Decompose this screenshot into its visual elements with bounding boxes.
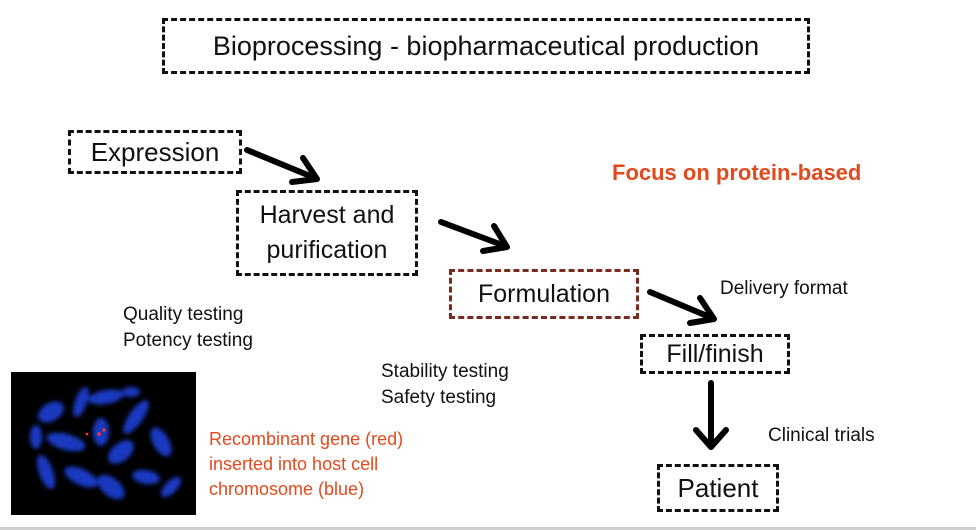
arrow-expression-to-harvest (244, 147, 320, 185)
quality-testing-note: Quality testing (123, 304, 244, 325)
focus-note: Focus on protein-based (612, 160, 862, 185)
arrow-formulation-to-fill (647, 289, 717, 326)
step-expression: Expression (68, 130, 242, 174)
quality-potency-notes: Quality testing Potency testing (123, 302, 253, 354)
recombinant-gene-caption: Recombinant gene (red) inserted into hos… (209, 429, 404, 499)
safety-testing-note: Safety testing (381, 387, 497, 408)
harvest-line-1: Harvest and (259, 201, 395, 229)
slide-bottom-border (0, 527, 976, 530)
arrow-harvest-to-formulation (438, 219, 510, 254)
stability-testing-note: Stability testing (381, 361, 509, 382)
delivery-format-note: Delivery format (720, 278, 848, 299)
arrow-fill-to-patient (693, 380, 729, 450)
step-harvest-and-purification: Harvest and purification (236, 190, 418, 276)
harvest-line-2: purification (266, 236, 388, 264)
step-fill-finish: Fill/finish (640, 334, 790, 374)
chromosome-micrograph (11, 372, 196, 515)
stability-safety-notes: Stability testing Safety testing (381, 359, 509, 411)
step-patient: Patient (657, 464, 779, 512)
diagram-title: Bioprocessing - biopharmaceutical produc… (162, 18, 810, 74)
clinical-trials-note: Clinical trials (768, 425, 875, 446)
step-formulation: Formulation (449, 269, 639, 319)
chromosome-image (30, 386, 182, 500)
potency-testing-note: Potency testing (123, 330, 253, 351)
